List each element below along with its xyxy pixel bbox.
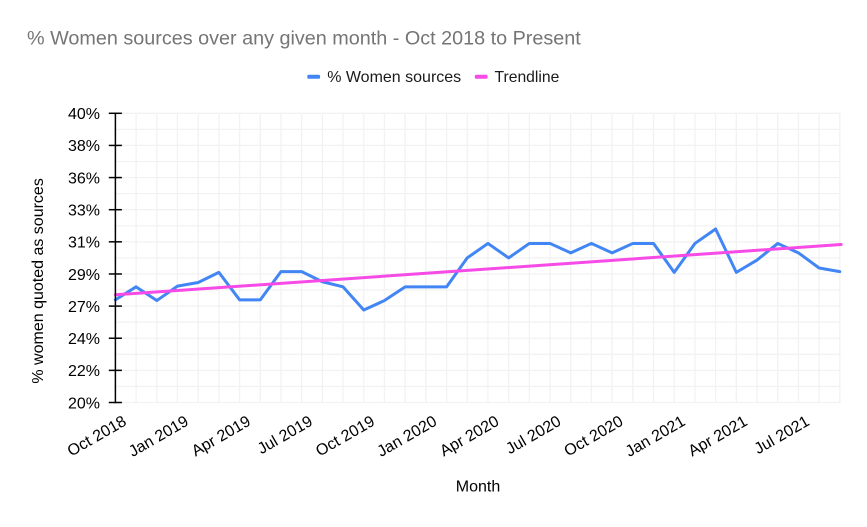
svg-text:38%: 38% <box>68 138 100 155</box>
svg-text:20%: 20% <box>68 395 100 412</box>
svg-text:29%: 29% <box>68 267 100 284</box>
svg-text:% Women sources: % Women sources <box>327 69 461 86</box>
svg-text:27%: 27% <box>68 299 100 316</box>
svg-text:Month: Month <box>456 479 500 496</box>
svg-text:% Women sources over any given: % Women sources over any given month - O… <box>27 28 581 50</box>
svg-text:31%: 31% <box>68 235 100 252</box>
svg-text:36%: 36% <box>68 170 100 187</box>
svg-text:33%: 33% <box>68 203 100 220</box>
svg-text:Trendline: Trendline <box>495 69 560 86</box>
svg-text:40%: 40% <box>68 106 100 123</box>
svg-text:22%: 22% <box>68 363 100 380</box>
svg-text:24%: 24% <box>68 331 100 348</box>
svg-text:% women quoted as sources: % women quoted as sources <box>30 178 47 383</box>
